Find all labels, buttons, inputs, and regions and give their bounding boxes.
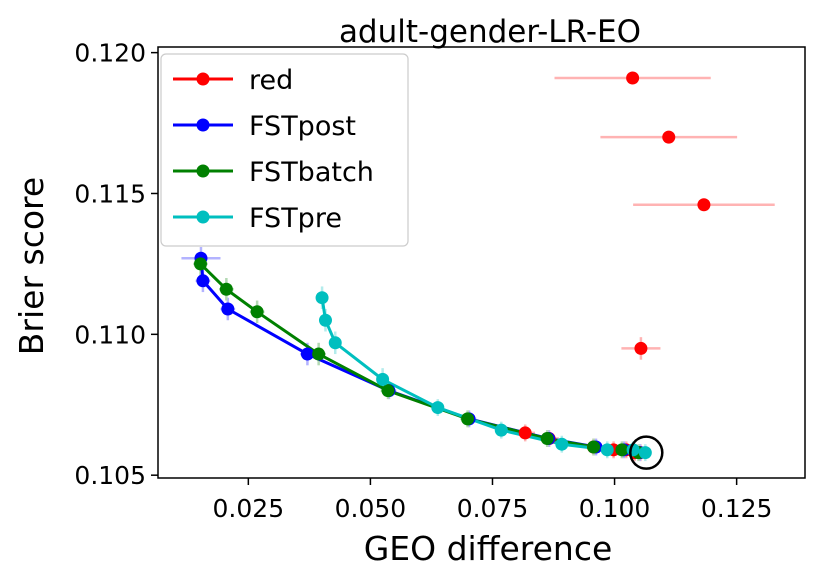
point-FSTpre-3 xyxy=(376,372,390,386)
point-FSTpost-2 xyxy=(221,302,235,316)
point-FSTpre-4 xyxy=(431,401,445,415)
point-FSTpre-6 xyxy=(555,437,569,451)
legend-marker-FSTbatch xyxy=(196,164,210,178)
annotations xyxy=(629,435,664,470)
point-FSTbatch-2 xyxy=(250,305,264,319)
point-red-1 xyxy=(662,130,676,144)
point-FSTbatch-3 xyxy=(312,347,326,361)
data-points xyxy=(193,71,711,460)
x-axis-label: GEO difference xyxy=(364,529,613,568)
x-tick-label-0: 0.025 xyxy=(213,494,285,523)
legend: red FSTpost FSTbatch FSTpre xyxy=(160,53,409,247)
legend-marker-FSTpre xyxy=(196,210,210,224)
point-FSTpre-2 xyxy=(328,336,342,350)
point-FSTbatch-4 xyxy=(381,384,395,398)
point-FSTbatch-6 xyxy=(540,432,554,446)
x-tick-label-1: 0.050 xyxy=(335,494,407,523)
y-tick-label-2: 0.115 xyxy=(74,179,146,208)
legend-label-FSTpost: FSTpost xyxy=(249,111,356,142)
y-tick-label-1: 0.110 xyxy=(74,320,146,349)
plot-frame xyxy=(157,46,806,479)
point-FSTpre-5 xyxy=(494,423,508,437)
series-line-FSTpre xyxy=(320,297,646,455)
chart-title: adult-gender-LR-EO xyxy=(339,14,641,50)
point-FSTbatch-0 xyxy=(193,257,207,271)
point-FSTbatch-5 xyxy=(461,412,475,426)
point-FSTpre-0 xyxy=(315,291,329,305)
axes: 0.025 0.050 0.075 0.100 0.125 0.105 0.110 0.115… xyxy=(74,39,806,523)
series-line-FSTpost xyxy=(199,258,641,455)
legend-marker-FSTpost xyxy=(196,118,210,132)
point-red-4 xyxy=(518,426,532,440)
highlight-circle-0 xyxy=(629,435,664,470)
point-red-0 xyxy=(626,71,640,85)
series-line-FSTbatch xyxy=(199,262,639,455)
point-FSTpre-7 xyxy=(600,443,614,457)
y-axis-label: Brier score xyxy=(12,177,51,355)
point-FSTbatch-7 xyxy=(587,440,601,454)
point-FSTbatch-8 xyxy=(615,443,629,457)
legend-label-FSTbatch: FSTbatch xyxy=(249,157,374,188)
series-lines xyxy=(199,258,646,455)
point-red-2 xyxy=(697,198,711,212)
x-tick-label-2: 0.075 xyxy=(457,494,529,523)
point-FSTpost-1 xyxy=(196,274,210,288)
point-FSTpre-9 xyxy=(638,446,652,460)
legend-label-red: red xyxy=(249,65,293,96)
point-FSTbatch-1 xyxy=(219,282,233,296)
y-tick-label-3: 0.120 xyxy=(74,39,146,68)
x-tick-label-4: 0.125 xyxy=(701,494,773,523)
legend-box xyxy=(160,53,409,247)
legend-label-FSTpre: FSTpre xyxy=(249,203,342,234)
y-tick-label-0: 0.105 xyxy=(74,461,146,490)
point-red-3 xyxy=(634,341,648,355)
point-FSTpre-1 xyxy=(318,313,332,327)
point-FSTpost-3 xyxy=(300,347,314,361)
legend-marker-red xyxy=(196,72,210,86)
x-tick-label-3: 0.100 xyxy=(579,494,651,523)
